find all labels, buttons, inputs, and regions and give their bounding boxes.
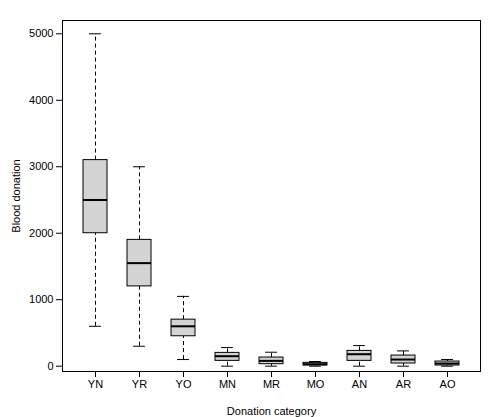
svg-text:AN: AN [352,378,367,390]
svg-text:YO: YO [176,378,192,390]
svg-text:AR: AR [396,378,411,390]
svg-text:MN: MN [219,378,236,390]
svg-text:3000: 3000 [29,160,53,172]
svg-text:AO: AO [440,378,456,390]
svg-text:2000: 2000 [29,227,53,239]
svg-text:5000: 5000 [29,27,53,39]
svg-text:Blood donation: Blood donation [10,159,22,232]
svg-text:MR: MR [263,378,280,390]
svg-text:4000: 4000 [29,94,53,106]
svg-text:YN: YN [88,378,103,390]
svg-text:YR: YR [132,378,147,390]
svg-text:1000: 1000 [29,293,53,305]
svg-text:MO: MO [307,378,325,390]
svg-text:Donation category: Donation category [227,405,317,417]
svg-text:0: 0 [47,360,53,372]
